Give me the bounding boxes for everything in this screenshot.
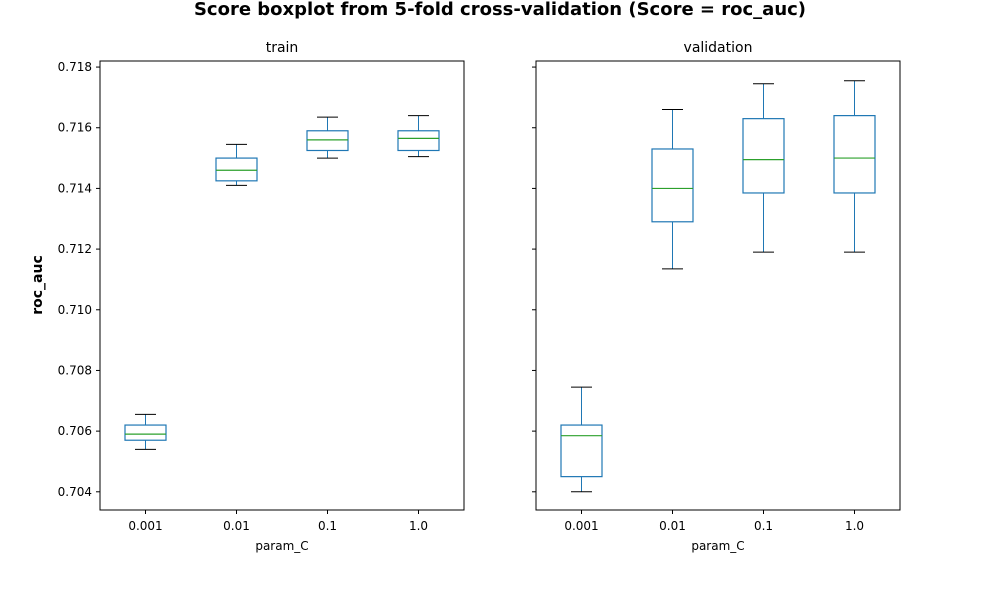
y-tick-label: 0.718 [58, 60, 92, 74]
iqr-box [742, 118, 785, 194]
x-tick-label: 1.0 [409, 519, 428, 533]
y-axis-label: roc_auc [30, 255, 46, 315]
x-tick-label: 0.01 [659, 519, 686, 533]
panel-title: validation [684, 40, 753, 56]
box-0.1 [306, 116, 349, 159]
box-0.01 [215, 143, 258, 186]
box-1.0 [397, 115, 440, 158]
box-0.001 [560, 386, 603, 493]
y-tick-label: 0.712 [58, 242, 92, 256]
x-axis-label: param_C [691, 539, 744, 553]
axes-frame [99, 60, 465, 511]
y-tick-label: 0.710 [58, 303, 92, 317]
iqr-box [397, 130, 440, 152]
x-tick-label: 1.0 [845, 519, 864, 533]
y-tick-label: 0.704 [58, 485, 92, 499]
box-1.0 [833, 80, 876, 253]
box-0.001 [124, 413, 167, 450]
figure-title: Score boxplot from 5-fold cross-validati… [194, 0, 806, 20]
iqr-box [124, 424, 167, 441]
x-tick-label: 0.1 [318, 519, 337, 533]
iqr-box [651, 148, 694, 223]
iqr-box [833, 115, 876, 194]
x-tick-label: 0.001 [564, 519, 598, 533]
x-tick-label: 0.1 [754, 519, 773, 533]
x-tick-label: 0.001 [128, 519, 162, 533]
y-tick-label: 0.708 [58, 363, 92, 377]
y-tick-label: 0.716 [58, 121, 92, 135]
x-tick-label: 0.01 [223, 519, 250, 533]
iqr-box [215, 157, 258, 182]
panel-title: train [266, 40, 299, 56]
panels-group: train 0.704 0.706 0.708 0.710 0.712 0.714 0.716… [58, 40, 901, 553]
iqr-box [306, 130, 349, 152]
y-tick-label: 0.706 [58, 424, 92, 438]
x-axis-label: param_C [255, 539, 308, 553]
y-tick-label: 0.714 [58, 181, 92, 195]
panel-train: train 0.704 0.706 0.708 0.710 0.712 0.714 0.716… [58, 40, 465, 553]
box-0.1 [742, 83, 785, 253]
iqr-box [560, 424, 603, 478]
box-0.01 [651, 109, 694, 270]
panel-validation: validation 0.001 0.01 0.1 1.0 param_C [532, 40, 901, 553]
axes-frame [535, 60, 901, 511]
